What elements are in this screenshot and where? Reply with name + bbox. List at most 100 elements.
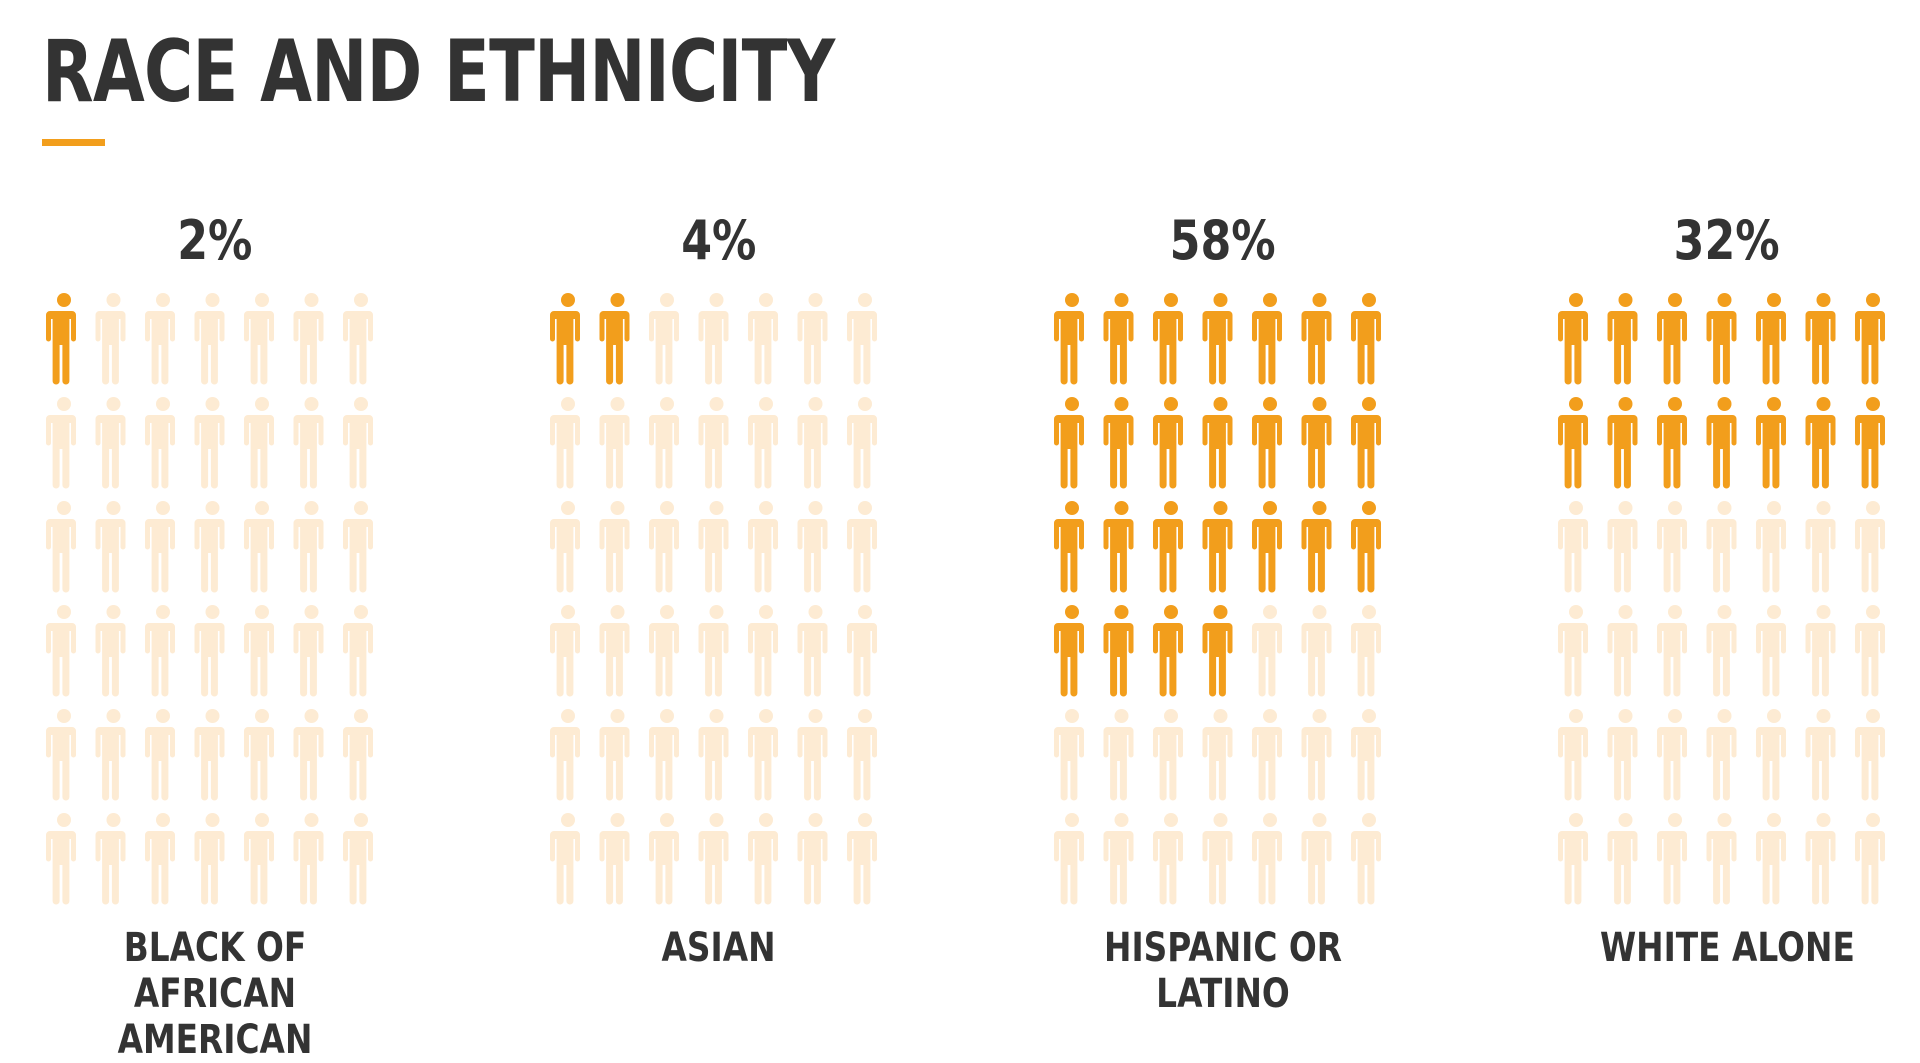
value-label: 58% <box>1169 209 1276 272</box>
person-icon-empty <box>649 293 679 385</box>
person-icon-filled <box>599 293 630 385</box>
category-label: BLACK OF AFRICAN AMERICAN <box>117 925 313 1063</box>
person-icon-empty <box>698 813 729 905</box>
person-icon-empty <box>748 397 778 489</box>
person-icon-empty <box>698 709 729 801</box>
person-icon-empty <box>649 397 679 489</box>
person-icon-empty <box>748 813 778 905</box>
person-icon-empty <box>1805 501 1836 593</box>
person-icon-filled <box>1202 293 1233 385</box>
person-icon-empty <box>46 397 76 489</box>
pictogram-grid <box>45 293 385 913</box>
person-icon-empty <box>797 293 828 385</box>
person-icon-empty <box>1301 605 1332 697</box>
person-icon-empty <box>1607 501 1638 593</box>
person-icon-empty <box>1607 605 1638 697</box>
person-icon-empty <box>1301 709 1332 801</box>
person-icon-empty <box>698 605 729 697</box>
person-icon-empty <box>1202 709 1233 801</box>
person-icon-empty <box>244 813 274 905</box>
person-icon-empty <box>698 397 729 489</box>
pictogram-svg <box>550 293 877 905</box>
person-icon-filled <box>1657 293 1687 385</box>
person-icon-empty <box>1153 709 1183 801</box>
person-icon-empty <box>649 709 679 801</box>
person-icon-empty <box>1706 709 1737 801</box>
person-icon-empty <box>1103 709 1134 801</box>
person-icon-empty <box>293 501 324 593</box>
person-icon-filled <box>1054 605 1084 697</box>
person-icon-filled <box>1351 501 1381 593</box>
person-icon-filled <box>1153 501 1183 593</box>
person-icon-empty <box>194 293 225 385</box>
person-icon-filled <box>1202 605 1233 697</box>
person-icon-filled <box>1805 397 1836 489</box>
person-icon-empty <box>145 709 175 801</box>
person-icon-empty <box>748 605 778 697</box>
person-icon-empty <box>145 293 175 385</box>
person-icon-empty <box>1855 501 1885 593</box>
person-icon-empty <box>343 709 373 801</box>
person-icon-empty <box>847 397 877 489</box>
person-icon-empty <box>649 813 679 905</box>
pictogram-grid <box>1557 293 1897 913</box>
person-icon-empty <box>1558 813 1588 905</box>
person-icon-filled <box>1301 501 1332 593</box>
person-icon-empty <box>1558 605 1588 697</box>
person-icon-empty <box>1805 605 1836 697</box>
person-icon-empty <box>550 605 580 697</box>
person-icon-filled <box>1855 293 1885 385</box>
person-icon-filled <box>1252 397 1282 489</box>
person-icon-filled <box>1054 293 1084 385</box>
page-title: RACE AND ETHNICITY <box>42 22 835 122</box>
person-icon-empty <box>1756 605 1786 697</box>
person-icon-empty <box>599 501 630 593</box>
person-icon-empty <box>1301 813 1332 905</box>
person-icon-empty <box>1706 605 1737 697</box>
person-icon-empty <box>95 501 126 593</box>
person-icon-empty <box>293 813 324 905</box>
person-icon-filled <box>1252 501 1282 593</box>
person-icon-empty <box>1657 813 1687 905</box>
person-icon-empty <box>1558 501 1588 593</box>
person-icon-empty <box>1558 709 1588 801</box>
person-icon-filled <box>1756 397 1786 489</box>
person-icon-filled <box>1202 501 1233 593</box>
pictogram-svg <box>1054 293 1381 905</box>
person-icon-empty <box>293 605 324 697</box>
person-icon-filled <box>1103 397 1134 489</box>
person-icon-empty <box>293 397 324 489</box>
person-icon-empty <box>1855 605 1885 697</box>
person-icon-empty <box>1252 709 1282 801</box>
person-icon-empty <box>1351 605 1381 697</box>
person-icon-empty <box>1054 813 1084 905</box>
person-icon-empty <box>1351 813 1381 905</box>
person-icon-empty <box>1103 813 1134 905</box>
person-icon-empty <box>343 501 373 593</box>
person-icon-empty <box>95 813 126 905</box>
person-icon-empty <box>194 397 225 489</box>
person-icon-filled <box>1558 293 1588 385</box>
person-icon-empty <box>1805 709 1836 801</box>
person-icon-empty <box>244 293 274 385</box>
person-icon-empty <box>748 501 778 593</box>
pictogram-grid <box>1053 293 1393 913</box>
person-icon-empty <box>1657 605 1687 697</box>
person-icon-empty <box>343 813 373 905</box>
person-icon-empty <box>649 501 679 593</box>
person-icon-empty <box>244 501 274 593</box>
category-label: ASIAN <box>661 925 777 971</box>
person-icon-empty <box>293 293 324 385</box>
person-icon-empty <box>797 605 828 697</box>
person-icon-filled <box>1153 397 1183 489</box>
person-icon-empty <box>1805 813 1836 905</box>
person-icon-empty <box>194 605 225 697</box>
person-icon-empty <box>550 813 580 905</box>
person-icon-filled <box>1153 293 1183 385</box>
person-icon-empty <box>550 709 580 801</box>
person-icon-empty <box>46 709 76 801</box>
person-icon-empty <box>1252 813 1282 905</box>
person-icon-filled <box>1558 397 1588 489</box>
person-icon-empty <box>797 709 828 801</box>
person-icon-empty <box>1607 709 1638 801</box>
